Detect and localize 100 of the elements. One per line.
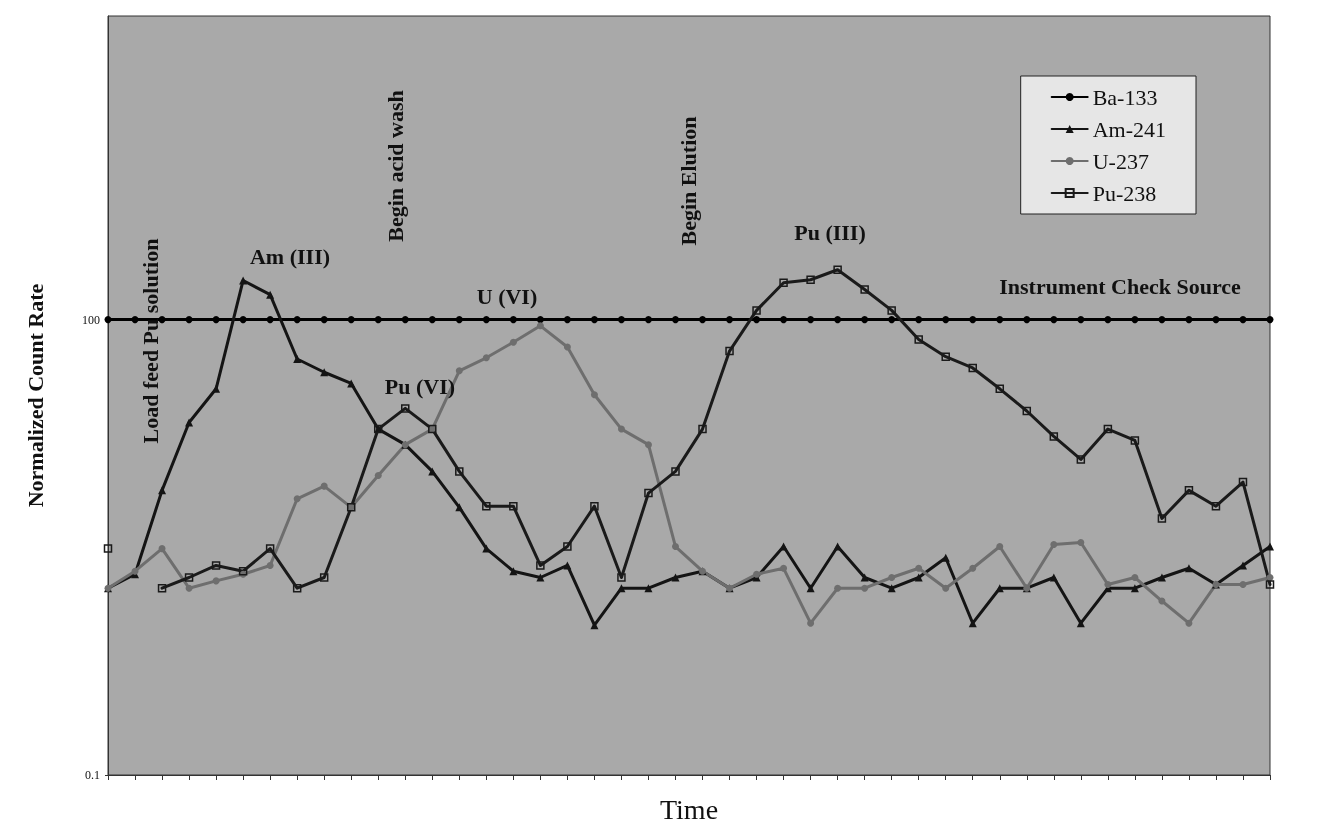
point <box>806 275 815 285</box>
point <box>131 567 139 575</box>
point <box>617 573 626 582</box>
point <box>915 316 923 324</box>
annotation: Instrument Check Source <box>999 273 1242 299</box>
point <box>455 467 464 476</box>
point <box>753 316 761 324</box>
point <box>347 316 355 324</box>
point <box>536 573 545 582</box>
point <box>212 316 220 324</box>
point <box>184 573 194 582</box>
point <box>590 621 599 630</box>
point <box>725 346 734 356</box>
point <box>968 363 977 373</box>
point <box>672 316 679 324</box>
point <box>1131 316 1139 324</box>
point <box>752 306 761 315</box>
point <box>1266 542 1274 551</box>
point <box>104 316 112 324</box>
point <box>887 306 896 315</box>
point <box>644 488 653 498</box>
point <box>860 573 869 582</box>
point <box>617 425 625 433</box>
point <box>536 322 544 330</box>
point <box>266 290 275 299</box>
point <box>861 316 869 324</box>
point <box>374 316 382 324</box>
point <box>644 316 652 324</box>
point <box>779 278 788 287</box>
point <box>1050 540 1058 548</box>
legend-label: Pu-238 <box>1092 180 1157 206</box>
point <box>157 583 167 593</box>
point <box>833 542 842 551</box>
y-tick-label: 0.1 <box>85 768 100 782</box>
point <box>1211 501 1221 511</box>
point <box>320 316 328 324</box>
point <box>861 584 869 592</box>
point <box>726 316 734 324</box>
point <box>211 561 221 570</box>
point <box>996 316 1004 324</box>
point <box>1104 580 1112 588</box>
point <box>185 316 193 324</box>
point <box>1104 316 1112 324</box>
point <box>563 343 571 351</box>
point <box>401 316 409 324</box>
point <box>1049 432 1059 441</box>
point <box>401 404 410 413</box>
annotation: Am (III) <box>249 243 331 269</box>
point <box>942 316 950 324</box>
point <box>1238 477 1248 487</box>
point <box>238 566 248 576</box>
point <box>320 482 328 490</box>
point <box>1077 539 1085 547</box>
point <box>941 352 950 361</box>
point <box>509 501 518 511</box>
point <box>941 553 950 562</box>
point <box>1212 316 1220 324</box>
point <box>671 573 680 582</box>
point <box>428 316 436 324</box>
point <box>915 564 923 572</box>
point <box>969 564 977 572</box>
point <box>319 573 329 582</box>
point <box>942 584 950 592</box>
point <box>995 384 1005 394</box>
point <box>753 570 761 578</box>
point <box>834 584 842 592</box>
point <box>1239 580 1247 588</box>
point <box>1130 436 1140 445</box>
point <box>969 316 977 324</box>
point <box>860 285 869 294</box>
point <box>888 574 896 581</box>
annotation: Pu (III) <box>794 219 866 245</box>
point <box>914 335 923 344</box>
annotation: U (VI) <box>476 283 538 309</box>
point <box>1185 619 1193 627</box>
point <box>698 424 707 434</box>
point <box>293 495 301 503</box>
point <box>1050 316 1058 324</box>
point <box>1266 574 1274 581</box>
point <box>292 583 302 593</box>
annotation: Begin acid wash <box>382 90 408 242</box>
point <box>1239 316 1247 324</box>
legend-label: Ba-133 <box>1092 84 1158 110</box>
point <box>455 316 463 324</box>
point <box>455 367 463 375</box>
point <box>833 265 842 274</box>
point <box>1022 406 1032 416</box>
point <box>1077 316 1085 324</box>
point <box>103 544 113 553</box>
point <box>266 561 274 569</box>
point <box>834 316 842 324</box>
point <box>265 544 275 553</box>
y-tick-label: 100 <box>82 312 100 327</box>
point <box>644 584 653 593</box>
point <box>617 316 625 324</box>
point <box>1076 455 1086 464</box>
point <box>1157 573 1166 582</box>
point <box>699 316 707 324</box>
point <box>158 545 166 553</box>
point <box>590 501 599 511</box>
